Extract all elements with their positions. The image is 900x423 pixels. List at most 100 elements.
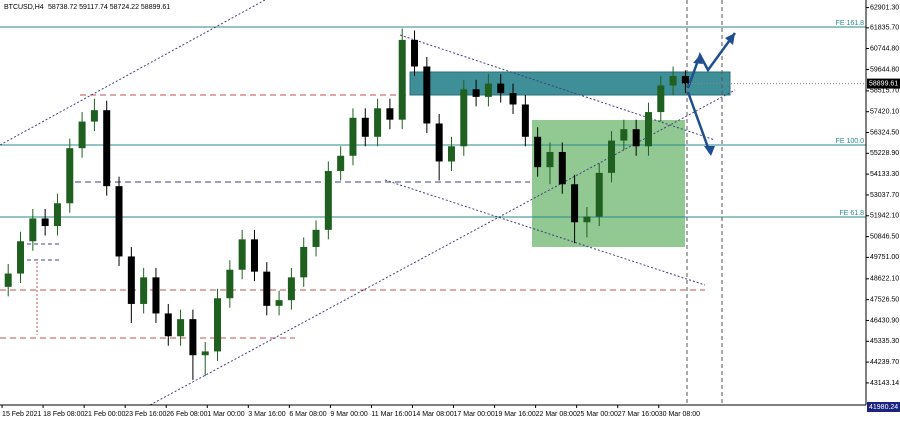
- candle-body: [41, 218, 49, 227]
- candle-body: [349, 117, 357, 156]
- y-tick-label: 56324.50: [870, 129, 899, 136]
- candle-body: [4, 273, 12, 287]
- x-tick-label: 6 Mar 08:00: [289, 411, 326, 418]
- y-tick-label: 48622.10: [870, 276, 899, 283]
- candle-body: [140, 277, 148, 304]
- time-axis-bg: [0, 405, 866, 423]
- x-tick-label: 21 Feb 00:00: [84, 411, 125, 418]
- candle-body: [374, 108, 382, 137]
- candle-body: [337, 155, 345, 171]
- candle-body: [189, 319, 197, 356]
- candle-body: [300, 246, 308, 278]
- y-tick-label: 53037.70: [870, 192, 899, 199]
- y-tick-label: 57420.10: [870, 109, 899, 116]
- candle-body: [263, 271, 271, 306]
- x-tick-label: 3 Mar 16:00: [248, 411, 285, 418]
- symbol: BTCUSD,H4: [4, 4, 44, 11]
- candle-body: [164, 313, 172, 337]
- x-tick-label: 15 Feb 2021: [2, 411, 41, 418]
- y-tick-label: 50846.50: [870, 233, 899, 240]
- quote: 58738.72 59117.74 58724.22 58899.61: [48, 4, 170, 11]
- candle-body: [238, 239, 246, 270]
- candle-body: [398, 39, 406, 120]
- candle-body: [312, 229, 320, 247]
- candle-body: [177, 319, 185, 337]
- x-tick-label: 17 Mar 00:00: [454, 411, 495, 418]
- y-tick-label: 55228.90: [870, 150, 899, 157]
- x-tick-label: 14 Mar 08:00: [412, 411, 453, 418]
- y-tick-label: 51942.10: [870, 213, 899, 220]
- candle-body: [29, 218, 37, 242]
- y-tick-label: 47526.50: [870, 296, 899, 303]
- candle-body: [275, 300, 283, 306]
- candle-body: [53, 203, 61, 227]
- y-tick-label: 62901.30: [870, 4, 899, 11]
- bottom-marker-label: 41980.24: [869, 404, 898, 411]
- candle-body: [361, 117, 369, 137]
- y-tick-label: 60744.80: [870, 45, 899, 52]
- candle-body: [411, 39, 419, 67]
- candle-body: [214, 298, 222, 352]
- candle-body: [66, 148, 74, 204]
- candle-body: [632, 129, 640, 147]
- x-tick-label: 26 Feb 08:00: [166, 411, 207, 418]
- candle-body: [558, 151, 566, 185]
- y-tick-label: 45335.30: [870, 338, 899, 345]
- candle-body: [115, 186, 123, 257]
- candle-body: [435, 123, 443, 162]
- candle-body: [546, 151, 554, 168]
- x-tick-label: 11 Mar 16:00: [371, 411, 412, 418]
- candle-body: [595, 172, 603, 217]
- y-tick-label: 58515.70: [870, 88, 899, 95]
- x-tick-label: 22 Mar 08:00: [536, 411, 577, 418]
- x-tick-label: 30 Mar 08:00: [659, 411, 700, 418]
- candle-body: [669, 75, 677, 86]
- candle-body: [287, 277, 295, 301]
- x-tick-label: 1 Mar 00:00: [207, 411, 244, 418]
- candle-body: [509, 93, 517, 105]
- arrowhead: [725, 33, 735, 45]
- candle-body: [497, 83, 505, 94]
- candle-body: [447, 146, 455, 162]
- candle-body: [127, 256, 135, 304]
- price-axis-bg: [866, 0, 900, 423]
- arrow-down: [686, 91, 712, 154]
- candle-body: [386, 108, 394, 120]
- arrowhead: [693, 55, 703, 64]
- candle-body: [78, 121, 86, 149]
- fe-label: FE 100.0: [836, 138, 865, 145]
- candle-body: [460, 89, 468, 147]
- x-tick-label: 18 Feb 08:00: [43, 411, 84, 418]
- y-tick-label: 49751.00: [870, 254, 899, 261]
- candle-body: [103, 110, 111, 187]
- candle-body: [534, 136, 542, 168]
- candle-body: [620, 129, 628, 141]
- arrow-up: [686, 32, 737, 89]
- bottom-marker-box: [867, 402, 900, 412]
- channel-line: [384, 179, 706, 286]
- candle-body: [324, 170, 332, 230]
- candle-body: [90, 110, 98, 122]
- candle-body: [608, 140, 616, 173]
- candle-body: [226, 269, 234, 299]
- candle-body: [571, 184, 579, 223]
- x-tick-label: 25 Mar 00:00: [577, 411, 618, 418]
- candle-body: [17, 241, 25, 274]
- target-zone: [532, 120, 685, 247]
- candle-body: [644, 112, 652, 147]
- x-tick-label: 27 Mar 16:00: [618, 411, 659, 418]
- candle-body: [521, 104, 529, 137]
- candles: [4, 28, 689, 380]
- arrowhead: [704, 146, 715, 156]
- candle-body: [681, 75, 689, 84]
- candle-body: [484, 83, 492, 97]
- fe-label: FE 161.8: [836, 20, 865, 27]
- y-tick-label: 59644.80: [870, 66, 899, 73]
- channel-line: [399, 34, 716, 141]
- candle-body: [250, 239, 258, 272]
- x-tick-label: 23 Feb 16:00: [125, 411, 166, 418]
- candle-body: [201, 351, 209, 356]
- y-tick-label: 46430.90: [870, 317, 899, 324]
- y-tick-label: 43143.14: [870, 380, 899, 387]
